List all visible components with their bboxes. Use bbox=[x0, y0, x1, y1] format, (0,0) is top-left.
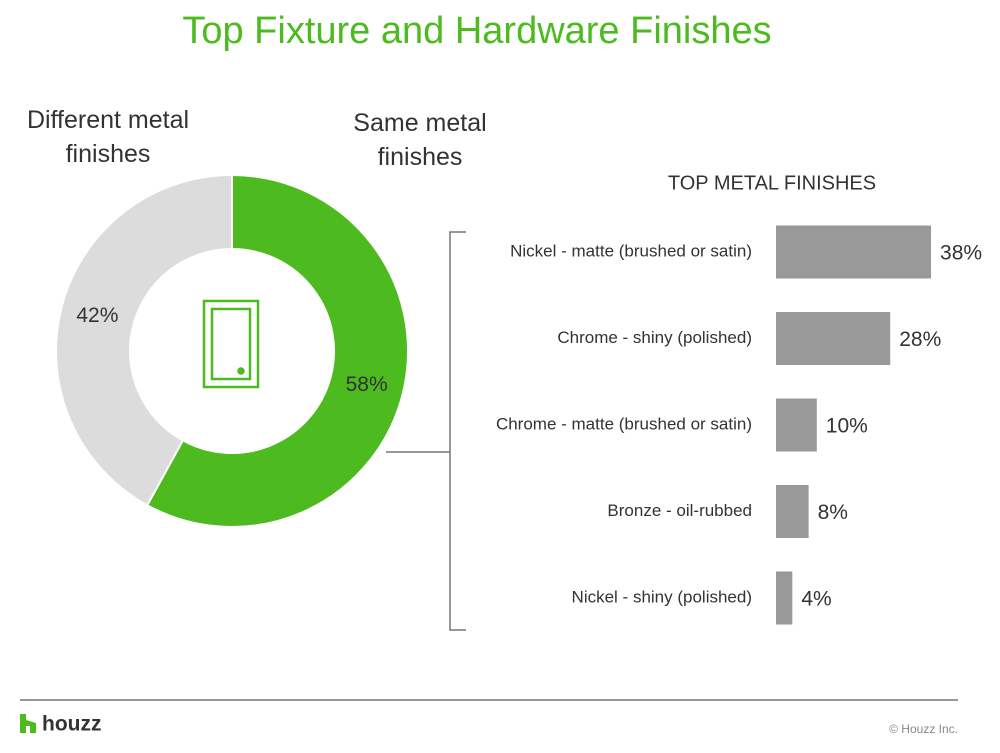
bar bbox=[776, 571, 793, 625]
value-label: 8% bbox=[818, 501, 848, 524]
chart-title: Top Fixture and Hardware Finishes bbox=[182, 10, 771, 52]
value-label: 58% bbox=[346, 373, 388, 396]
copyright: © Houzz Inc. bbox=[889, 722, 958, 736]
bar-label: Chrome - matte (brushed or satin) bbox=[496, 414, 752, 433]
bar bbox=[776, 312, 891, 365]
bar-label: Nickel - shiny (polished) bbox=[572, 587, 752, 606]
donut-segment bbox=[55, 173, 233, 507]
bar bbox=[776, 398, 817, 452]
category-label: Different metal finishes bbox=[26, 106, 190, 168]
brand: houzz bbox=[42, 713, 101, 736]
bar bbox=[776, 485, 809, 538]
bar-label: Nickel - matte (brushed or satin) bbox=[510, 241, 752, 260]
donut-segment bbox=[145, 173, 409, 528]
bar bbox=[776, 225, 932, 279]
door-icon bbox=[202, 299, 260, 389]
bar-chart-title: TOP METAL FINISHES bbox=[668, 172, 876, 194]
value-label: 38% bbox=[940, 242, 982, 265]
value-label: 42% bbox=[76, 304, 118, 327]
value-label: 10% bbox=[826, 415, 868, 438]
category-label: Same metal finishes bbox=[353, 109, 487, 171]
bracket bbox=[386, 231, 466, 631]
bar-label: Bronze - oil-rubbed bbox=[607, 501, 752, 520]
logo-mark bbox=[20, 714, 36, 733]
value-label: 28% bbox=[899, 328, 941, 351]
value-label: 4% bbox=[801, 588, 831, 611]
bar-label: Chrome - shiny (polished) bbox=[557, 328, 752, 347]
